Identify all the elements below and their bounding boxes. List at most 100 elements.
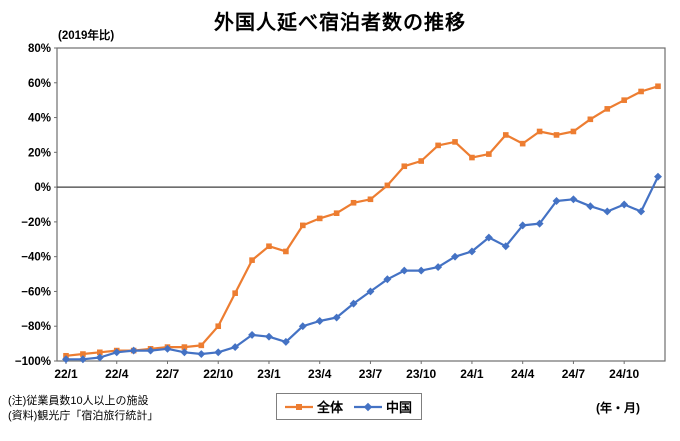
series-china-marker: [484, 233, 493, 242]
legend-marker-overall-icon: [285, 403, 313, 410]
series-overall-marker: [198, 342, 205, 349]
series-overall-marker: [418, 158, 424, 164]
series-overall-marker: [452, 139, 458, 145]
series-china-marker: [535, 219, 544, 228]
y-axis-unit-label: (2019年比): [58, 30, 115, 42]
series-china-marker: [231, 343, 240, 352]
y-tick-label: 40%: [28, 113, 51, 125]
series-overall-marker: [80, 351, 86, 357]
footnote-line-1: (注)従業員数10人以上の施設: [8, 395, 149, 407]
series-overall-marker: [181, 344, 188, 350]
chart-legend: 全体 中国: [276, 393, 423, 420]
series-overall-marker: [621, 97, 627, 103]
series-overall-marker: [570, 128, 577, 135]
series-china-marker: [298, 322, 307, 331]
legend-label-china: 中国: [386, 400, 413, 415]
series-overall-marker: [519, 140, 526, 147]
series-overall-marker: [469, 154, 475, 161]
x-tick-label: 22/4: [105, 367, 129, 381]
y-tick-label: −40%: [21, 252, 51, 264]
series-overall-marker: [232, 290, 238, 296]
plot-border: [56, 47, 666, 362]
series-china-marker: [146, 346, 155, 355]
x-tick-label: 22/1: [54, 367, 78, 381]
series-china-marker: [265, 332, 273, 341]
y-tick-label: −60%: [21, 286, 51, 298]
series-china-marker: [434, 263, 443, 272]
series-overall-marker: [97, 349, 103, 356]
series-china-marker: [467, 247, 476, 256]
x-tick-label: 24/1: [460, 367, 484, 381]
y-tick-label: −20%: [21, 217, 51, 229]
legend-item-china: 中国: [353, 397, 412, 416]
chart-title: 外国人延べ宿泊者数の推移: [214, 12, 466, 34]
y-tick-label: 80%: [28, 43, 51, 55]
series-china-marker: [400, 266, 409, 275]
series-overall-marker: [435, 142, 441, 149]
series-china-marker: [281, 337, 290, 346]
series-overall-marker: [266, 243, 272, 250]
y-tick-label: 0%: [34, 182, 51, 194]
x-tick-label: 23/1: [257, 367, 281, 381]
x-tick-label: 24/4: [511, 367, 535, 381]
x-axis-unit-label: (年・月): [596, 401, 640, 415]
series-china-marker: [197, 350, 206, 359]
series-overall-marker: [486, 151, 492, 157]
series-china-marker: [248, 330, 257, 339]
series-overall-marker: [350, 199, 357, 206]
x-tick-label: 23/7: [359, 367, 383, 381]
x-tick-label: 23/4: [308, 367, 332, 381]
series-china-marker: [214, 348, 223, 357]
series-overall-marker: [333, 210, 340, 216]
series-china-marker: [349, 299, 358, 308]
x-tick-label: 24/10: [609, 367, 639, 381]
series-overall-marker: [283, 248, 289, 255]
series-china-marker: [315, 317, 324, 325]
series-overall-marker: [401, 163, 408, 170]
legend-label-overall: 全体: [317, 400, 344, 415]
series-china-line: [66, 176, 659, 361]
series-overall-line: [65, 85, 659, 357]
legend-marker-china-icon: [354, 402, 383, 411]
series-overall-marker: [215, 323, 222, 330]
x-tick-label: 23/10: [406, 367, 436, 381]
series-china-marker: [163, 344, 172, 353]
series-china-marker: [518, 221, 527, 230]
series-china-marker: [654, 172, 662, 181]
series-overall-marker: [249, 257, 255, 263]
x-tick-label: 22/7: [156, 367, 180, 381]
series-overall-marker: [604, 106, 611, 112]
series-china-marker: [501, 242, 510, 251]
series-overall-marker: [367, 196, 374, 203]
series-overall-marker: [502, 132, 509, 138]
y-tick-label: −100%: [15, 356, 51, 368]
series-china-marker: [332, 313, 341, 322]
series-overall-marker: [300, 222, 306, 229]
series-overall-marker: [587, 116, 594, 123]
series-china-marker: [366, 287, 375, 296]
series-china-marker: [417, 266, 426, 275]
series-china-marker: [586, 202, 595, 211]
x-tick-label: 24/7: [562, 367, 586, 381]
series-overall-marker: [638, 88, 644, 95]
series-china-marker: [603, 207, 612, 216]
series-china-marker: [637, 207, 646, 216]
y-tick-label: −80%: [21, 321, 51, 333]
chart-footnotes: (注)従業員数10人以上の施設 (資料)観光庁「宿泊旅行統計」: [8, 394, 158, 424]
series-overall-marker: [536, 128, 543, 135]
footnote-line-2: (資料)観光庁「宿泊旅行統計」: [8, 410, 159, 422]
series-overall-marker: [655, 83, 661, 90]
x-tick-label: 22/10: [203, 367, 233, 381]
series-overall-marker: [384, 182, 391, 189]
y-tick-label: 20%: [28, 147, 51, 159]
series-china-marker: [129, 346, 138, 355]
series-overall-marker: [316, 215, 323, 222]
series-overall-marker: [553, 132, 560, 138]
series-china-marker: [569, 195, 578, 204]
series-china-marker: [383, 275, 392, 284]
series-china-marker: [620, 200, 629, 209]
legend-item-overall: 全体: [284, 397, 343, 416]
